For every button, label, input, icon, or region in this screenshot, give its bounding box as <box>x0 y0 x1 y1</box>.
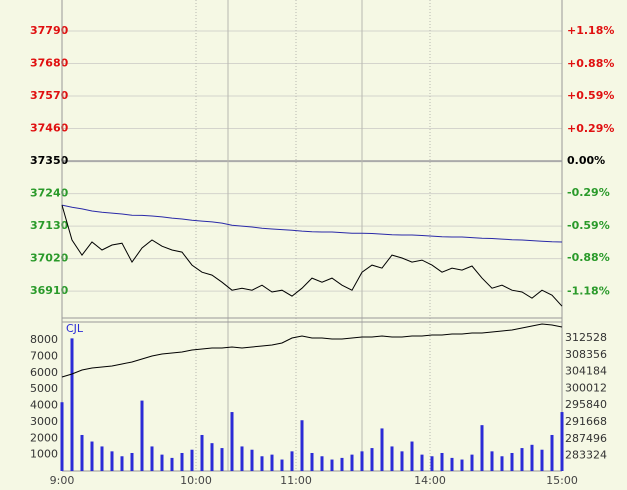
volume-bar <box>550 434 554 471</box>
y-tick-label: 37460 <box>30 122 69 135</box>
y-tick-label: 37020 <box>30 252 69 265</box>
y-tick-label: 6000 <box>30 366 58 379</box>
y-tick-label: 2000 <box>30 431 58 444</box>
volume-bar <box>380 428 384 471</box>
volume-bar <box>510 452 514 471</box>
y2-tick-label: 291668 <box>565 415 607 428</box>
volume-bar <box>170 457 174 471</box>
volume-bar <box>290 451 294 471</box>
volume-bar <box>330 459 334 471</box>
volume-bar <box>340 457 344 471</box>
volume-bar <box>320 456 324 471</box>
volume-bar <box>210 443 214 471</box>
volume-bar <box>480 425 484 471</box>
y-tick-label: 37240 <box>30 187 69 200</box>
y2-tick-label: -0.29% <box>567 186 610 199</box>
volume-bar <box>390 446 394 471</box>
y-tick-label: 37570 <box>30 89 69 102</box>
volume-bar <box>60 402 64 471</box>
volume-bar <box>80 434 84 471</box>
y2-tick-label: 308356 <box>565 348 607 361</box>
y2-tick-label: +1.18% <box>567 24 614 37</box>
y-tick-label: 37350 <box>30 154 69 167</box>
volume-bar <box>310 452 314 471</box>
x-tick-label: 14:00 <box>414 474 446 487</box>
volume-bar <box>450 457 454 471</box>
volume-bar <box>300 420 304 471</box>
y-tick-label: 3000 <box>30 415 58 428</box>
volume-bar <box>540 449 544 471</box>
volume-bar <box>490 451 494 471</box>
volume-bar <box>100 446 104 471</box>
y2-tick-label: 295840 <box>565 398 607 411</box>
volume-bar <box>350 454 354 471</box>
volume-bar <box>500 456 504 471</box>
y2-tick-label: 283324 <box>565 449 607 462</box>
volume-bar <box>250 449 254 471</box>
y-tick-label: 1000 <box>30 448 58 461</box>
volume-bar <box>150 446 154 471</box>
y2-tick-label: -1.18% <box>567 284 610 297</box>
y2-tick-label: +0.88% <box>567 57 614 70</box>
y-tick-label: 8000 <box>30 333 58 346</box>
volume-bar <box>240 446 244 471</box>
y2-tick-label: -0.59% <box>567 219 610 232</box>
x-tick-label: 11:00 <box>280 474 312 487</box>
volume-bar <box>280 459 284 471</box>
volume-bar <box>460 459 464 471</box>
y2-tick-label: -0.88% <box>567 251 610 264</box>
volume-bar <box>260 456 264 471</box>
volume-bar <box>180 452 184 471</box>
price-line <box>61 204 563 307</box>
volume-bar <box>120 456 124 471</box>
x-tick-label: 9:00 <box>50 474 75 487</box>
volume-bar <box>190 449 194 471</box>
volume-bar <box>140 400 144 471</box>
volume-bar <box>270 454 274 471</box>
volume-bar <box>420 454 424 471</box>
volume-bar <box>220 448 224 471</box>
y2-tick-label: 300012 <box>565 381 607 394</box>
volume-bar <box>70 338 74 471</box>
volume-bar <box>370 448 374 471</box>
y-tick-label: 7000 <box>30 349 58 362</box>
y2-tick-label: +0.29% <box>567 122 614 135</box>
volume-bar <box>410 441 414 471</box>
price-line <box>61 204 563 243</box>
y2-tick-label: 287496 <box>565 432 607 445</box>
volume-bar <box>400 451 404 471</box>
volume-bar <box>110 451 114 471</box>
y-tick-label: 37790 <box>30 24 69 37</box>
volume-bar <box>470 454 474 471</box>
y2-tick-label: 312528 <box>565 331 607 344</box>
volume-bar <box>560 412 564 471</box>
x-tick-label: 15:00 <box>546 474 578 487</box>
y-tick-label: 37680 <box>30 57 69 70</box>
y-tick-label: 37130 <box>30 219 69 232</box>
volume-bar <box>440 452 444 471</box>
y-tick-label: 4000 <box>30 399 58 412</box>
volume-bar <box>200 434 204 471</box>
volume-bar <box>520 448 524 471</box>
y-tick-label: 36910 <box>30 284 69 297</box>
volume-bar <box>430 456 434 471</box>
y-tick-label: 5000 <box>30 382 58 395</box>
panel-title: CJL <box>66 322 84 335</box>
volume-bar <box>530 444 534 471</box>
x-tick-label: 10:00 <box>180 474 212 487</box>
y2-tick-label: +0.59% <box>567 89 614 102</box>
volume-bar <box>230 412 234 471</box>
volume-bar <box>360 451 364 471</box>
volume-line <box>61 323 563 378</box>
volume-bar <box>130 452 134 471</box>
y2-tick-label: 0.00% <box>567 154 605 167</box>
volume-bar <box>160 454 164 471</box>
volume-bar <box>90 441 94 471</box>
y2-tick-label: 304184 <box>565 365 607 378</box>
